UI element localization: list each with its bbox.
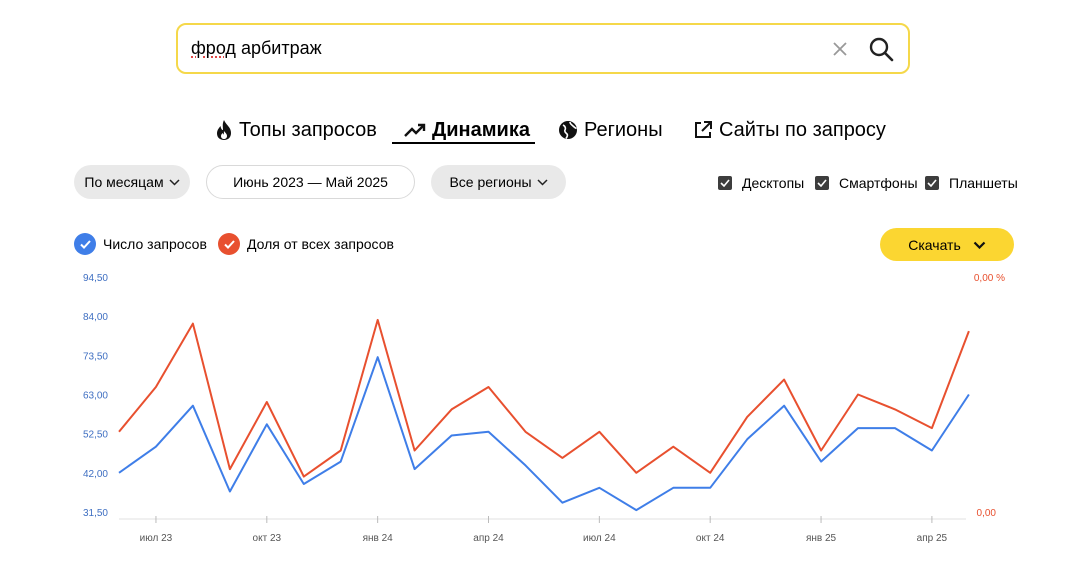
y-left-tick-label: 31,50: [83, 508, 108, 519]
chevron-down-icon: [537, 178, 548, 186]
chevron-down-icon: [973, 241, 986, 249]
region-select[interactable]: Все регионы: [431, 165, 566, 199]
search-icon[interactable]: [868, 36, 894, 62]
check-icon: [815, 176, 829, 190]
x-tick-label: окт 23: [253, 533, 282, 544]
y-right-tick-label: 0,00: [977, 508, 997, 519]
tab-bar: Топы запросов Динамика Регионы Сайты по …: [0, 116, 1080, 146]
chevron-down-icon: [169, 178, 180, 186]
x-tick-label: окт 24: [696, 533, 725, 544]
download-button[interactable]: Скачать: [880, 228, 1014, 261]
x-tick-label: июл 24: [583, 533, 616, 544]
y-left-tick-label: 63,00: [83, 391, 108, 402]
y-left-tick-label: 94,50: [83, 273, 108, 284]
x-tick-label: янв 24: [363, 533, 394, 544]
tab-dynamics[interactable]: Динамика: [404, 116, 530, 144]
download-label: Скачать: [908, 236, 961, 253]
series-line-count: [118, 356, 970, 512]
x-tick-label: апр 25: [917, 533, 948, 544]
tab-label: Топы запросов: [239, 118, 377, 141]
check-icon: [718, 176, 732, 190]
search-bar[interactable]: фрод арбитраж: [176, 23, 910, 74]
y-right-tick-label: 0,00 %: [974, 273, 1005, 284]
grouping-select[interactable]: По месяцам: [74, 165, 190, 199]
checkbox-label: Десктопы: [742, 175, 805, 191]
legend-query-count[interactable]: Число запросов: [74, 233, 207, 255]
period-value: Июнь 2023 — Май 2025: [233, 174, 388, 190]
external-link-icon: [695, 121, 712, 138]
search-query-rest: арбитраж: [235, 38, 322, 58]
legend-label: Доля от всех запросов: [247, 236, 394, 252]
tab-regions[interactable]: Регионы: [558, 116, 663, 144]
y-left-tick-label: 52,50: [83, 430, 108, 441]
search-input[interactable]: фрод арбитраж: [191, 38, 832, 59]
legend-query-share[interactable]: Доля от всех запросов: [218, 233, 394, 255]
search-query-typo: фрод: [191, 38, 236, 58]
fire-icon: [217, 120, 231, 140]
x-tick-label: янв 25: [806, 533, 837, 544]
legend-label: Число запросов: [103, 236, 207, 252]
y-left-tick-label: 73,50: [83, 351, 108, 362]
region-value: Все регионы: [449, 174, 532, 190]
x-tick-label: апр 24: [473, 533, 504, 544]
tab-label: Регионы: [584, 118, 663, 141]
trend-up-icon: [404, 123, 426, 137]
checkbox-desktops[interactable]: Десктопы: [718, 175, 804, 191]
y-left-tick-label: 42,00: [83, 469, 108, 480]
tab-label: Сайты по запросу: [719, 118, 886, 141]
x-tick-label: июл 23: [140, 533, 173, 544]
checkbox-label: Смартфоны: [839, 175, 918, 191]
grouping-value: По месяцам: [84, 174, 164, 190]
check-icon: [925, 176, 939, 190]
dynamics-chart: 31,50 42,00 52,50 63,00 73,50 84,00 94,50 0,00 0…: [83, 273, 1005, 544]
tab-top-queries[interactable]: Топы запросов: [215, 116, 377, 144]
close-icon[interactable]: [832, 41, 848, 57]
checkbox-tablets[interactable]: Планшеты: [925, 175, 1018, 191]
checkbox-smartphones[interactable]: Смартфоны: [815, 175, 918, 191]
tab-label: Динамика: [432, 118, 530, 141]
checkbox-label: Планшеты: [949, 175, 1018, 191]
globe-icon: [559, 121, 577, 139]
period-picker[interactable]: Июнь 2023 — Май 2025: [206, 165, 415, 199]
check-icon: [218, 233, 240, 255]
tab-sites[interactable]: Сайты по запросу: [693, 116, 886, 144]
series-line-share: [118, 318, 970, 478]
active-tab-indicator: [392, 142, 535, 144]
check-icon: [74, 233, 96, 255]
y-left-tick-label: 84,00: [83, 312, 108, 323]
